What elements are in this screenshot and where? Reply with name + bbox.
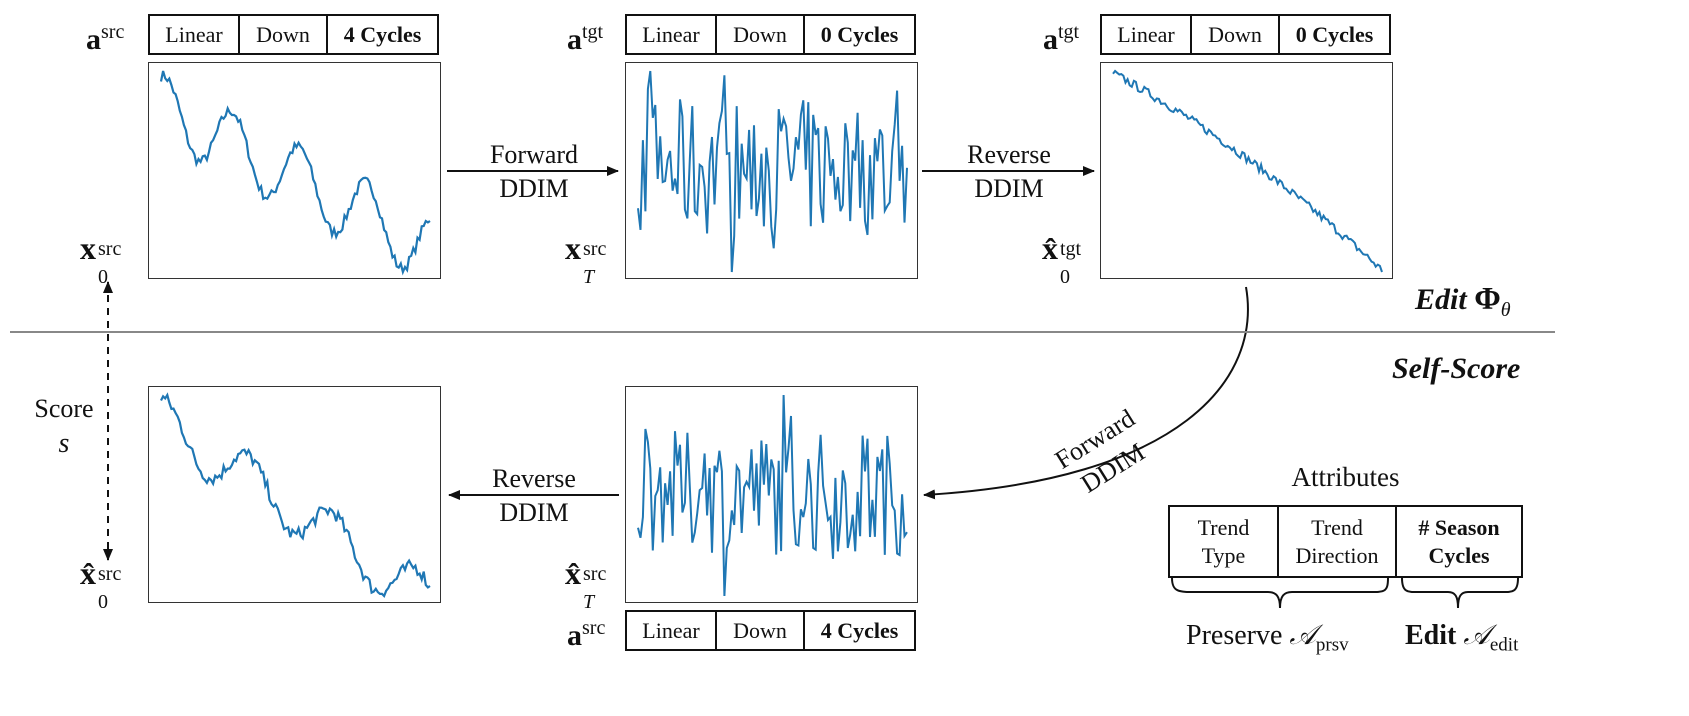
attr-row-top-middle: Linear Down 0 Cycles — [625, 14, 916, 55]
attr-row-top-right: Linear Down 0 Cycles — [1100, 14, 1391, 55]
attr-cell-cycles: 4 Cycles — [820, 617, 899, 643]
plot-x0hat-src — [148, 386, 441, 603]
series-label-xT-src: x src T — [565, 230, 607, 288]
attr-label-src-top: asrc — [86, 21, 125, 56]
edit-label: Edit 𝒜edit — [1405, 618, 1519, 656]
plot-x0-src — [148, 62, 441, 279]
brace-edit — [1401, 577, 1519, 609]
section-self-score-title: Self-Score — [1392, 352, 1521, 385]
series-label-x0hat-tgt: x̂ tgt 0 — [1042, 230, 1082, 288]
preserve-label: Preserve 𝒜prsv — [1186, 618, 1349, 656]
series-linear-down — [1112, 69, 1383, 273]
plot-xT-src — [625, 62, 918, 279]
attr-cell-type: Linear — [627, 16, 717, 53]
brace-preserve — [1171, 577, 1389, 609]
attr-label-tgt-top-right: atgt — [1043, 21, 1080, 56]
series-noise-2 — [637, 394, 908, 597]
attr-cell-direction: Down — [717, 16, 805, 53]
plot-xThat-src — [625, 386, 918, 603]
series-reconstructed — [160, 392, 431, 598]
plot-x0-tgt — [1100, 62, 1393, 279]
attr-cell-cycles: 0 Cycles — [820, 21, 899, 47]
attr-cell-direction: Down — [1192, 16, 1280, 53]
series-label-x0hat-src: x̂ src 0 — [80, 555, 122, 613]
attr-label-tgt-top-mid: atgt — [567, 21, 604, 56]
attr-cell-type: Linear — [627, 612, 717, 649]
attributes-cell-trend-direction: Trend Direction — [1279, 507, 1397, 576]
attr-cell-direction: Down — [240, 16, 328, 53]
series-noise — [637, 70, 908, 273]
attr-cell-type: Linear — [1102, 16, 1192, 53]
attr-row-top-left: Linear Down 4 Cycles — [148, 14, 439, 55]
section-edit-title: Edit Φθ — [1415, 280, 1511, 321]
attributes-table: Trend Type Trend Direction # Season Cycles — [1168, 505, 1523, 578]
series-label-xThat-src: x̂ src T — [565, 555, 607, 613]
attr-cell-direction: Down — [717, 612, 805, 649]
attributes-cell-trend-type: Trend Type — [1170, 507, 1279, 576]
series-label-x0-src: x src 0 — [80, 230, 122, 288]
arrow-label-reverse-bottom: Reverse DDIM — [492, 464, 576, 527]
attr-cell-cycles: 0 Cycles — [1295, 21, 1374, 47]
attr-cell-type: Linear — [150, 16, 240, 53]
arrow-label-reverse-top: Reverse DDIM — [967, 140, 1051, 203]
attr-cell-cycles: 4 Cycles — [343, 21, 422, 47]
attributes-cell-season-cycles: # Season Cycles — [1418, 515, 1500, 568]
attr-label-src-bottom: asrc — [567, 617, 606, 652]
attr-row-bottom-middle: Linear Down 4 Cycles — [625, 610, 916, 651]
series-smooth-seasonal — [159, 70, 431, 276]
arrow-label-forward-top: Forward DDIM — [489, 140, 579, 203]
score-label: Score s — [34, 394, 94, 459]
attributes-title: Attributes — [1291, 462, 1400, 492]
arrow-forward-curve — [923, 286, 1249, 500]
